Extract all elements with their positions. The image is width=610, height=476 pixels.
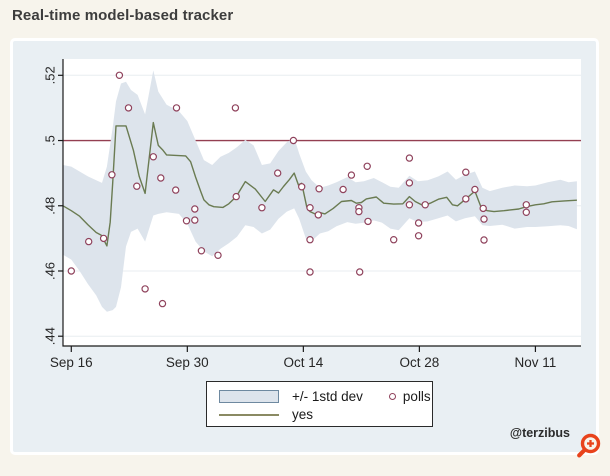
poll-point <box>115 71 124 79</box>
poll-point <box>158 299 167 308</box>
poll-point <box>108 171 116 179</box>
poll-point <box>191 205 199 213</box>
poll-point <box>141 285 149 293</box>
y-tick-label: .46 <box>42 262 57 280</box>
band-swatch-icon <box>219 389 279 403</box>
poll-point <box>306 268 314 276</box>
zoom-in-icon[interactable] <box>575 430 607 462</box>
page-title: Real-time model-based tracker <box>12 7 234 24</box>
poll-point <box>471 185 479 194</box>
tracker-chart-panel: .44 .46 .48 .5 .52 Sep 16 Sep 30 Oct 14 Oct 28 No… <box>10 38 599 455</box>
poll-point <box>182 217 191 225</box>
y-tick-label: .52 <box>42 66 57 84</box>
poll-point <box>480 236 488 244</box>
x-tick-label: Sep 16 <box>50 355 93 370</box>
poll-point <box>124 104 133 112</box>
poll-point <box>364 217 372 226</box>
poll-point <box>306 235 314 244</box>
poll-point <box>258 203 266 212</box>
poll-point <box>414 232 423 240</box>
y-tick-label: .5 <box>42 135 57 146</box>
legend-band-label: +/- 1std dev <box>292 388 363 404</box>
poll-point <box>171 186 180 194</box>
poll-point <box>67 267 76 275</box>
x-tick-label: Nov 11 <box>515 355 557 370</box>
poll-point <box>314 211 322 219</box>
poll-point <box>462 168 470 176</box>
y-tick-label: .44 <box>42 327 57 345</box>
poll-point <box>99 234 108 243</box>
poll-point <box>347 171 356 179</box>
poll-point <box>522 208 530 216</box>
poll-point <box>133 182 141 190</box>
yes-line-swatch-icon <box>219 414 279 416</box>
poll-point <box>306 203 314 212</box>
poll-point <box>356 268 364 276</box>
poll-point <box>390 235 398 244</box>
poll-point <box>274 169 282 177</box>
polls-marker-icon <box>388 392 396 400</box>
attribution-handle: @terzibus <box>509 426 570 440</box>
poll-point <box>172 104 181 112</box>
poll-point <box>405 201 414 209</box>
poll-point <box>149 153 157 161</box>
chart-legend: +/- 1std dev polls yes <box>206 381 433 427</box>
poll-point <box>462 195 470 203</box>
poll-point <box>214 251 222 259</box>
poll-point <box>479 204 487 213</box>
poll-point <box>405 154 414 162</box>
poll-point <box>315 185 323 193</box>
tracker-chart: .44 .46 .48 .5 .52 Sep 16 Sep 30 Oct 14 Oct 28 No… <box>42 59 581 370</box>
poll-point <box>298 183 306 191</box>
legend-polls-label: polls <box>402 388 431 404</box>
poll-point <box>289 136 298 145</box>
poll-point <box>405 179 414 187</box>
poll-point <box>157 174 165 182</box>
poll-point <box>84 237 93 246</box>
poll-point <box>421 201 429 209</box>
poll-point <box>339 185 347 194</box>
x-tick-label: Oct 28 <box>399 355 439 370</box>
poll-point <box>480 215 488 223</box>
x-tick-label: Sep 30 <box>166 355 209 370</box>
poll-point <box>232 192 240 201</box>
poll-point <box>197 247 206 255</box>
poll-point <box>522 201 530 209</box>
poll-point <box>363 162 371 171</box>
legend-row-1: +/- 1std dev polls <box>219 387 432 405</box>
poll-point <box>231 104 240 112</box>
legend-row-2: yes <box>219 405 432 423</box>
axes <box>62 59 581 347</box>
y-tick-label: .48 <box>42 197 57 215</box>
poll-point <box>191 216 199 224</box>
poll-point <box>355 207 363 216</box>
poll-point <box>414 219 423 227</box>
legend-line-label: yes <box>292 406 314 422</box>
x-tick-label: Oct 14 <box>283 355 323 370</box>
